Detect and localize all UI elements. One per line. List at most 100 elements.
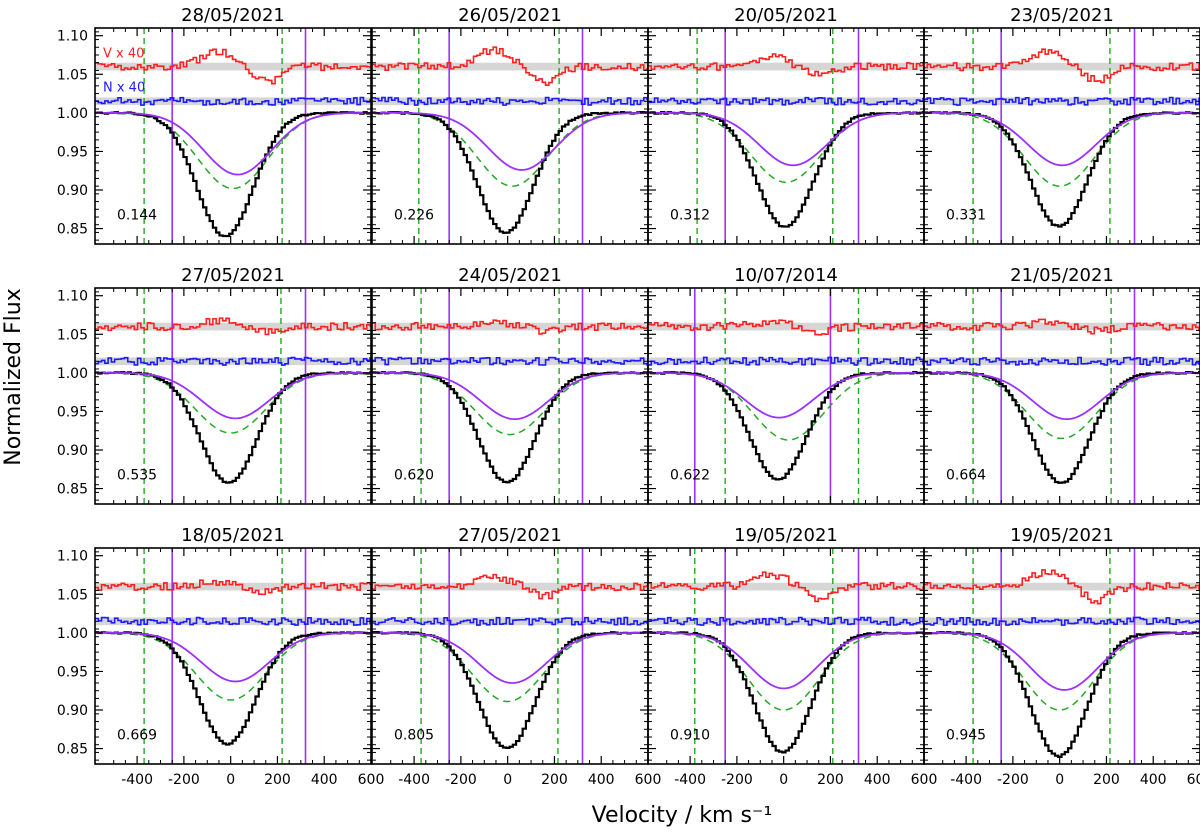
panel-plot-area (372, 288, 648, 504)
y-tick-label: 0.95 (57, 144, 88, 160)
x-tick-label: -200 (445, 772, 477, 788)
stokes-v-profile (924, 569, 1200, 605)
y-tick-label: 1.10 (57, 549, 88, 565)
x-tick-label: 0 (226, 772, 235, 788)
y-tick-label: 1.10 (57, 29, 88, 45)
null-n-profile (95, 356, 371, 366)
v-noise-band (648, 62, 924, 71)
y-tick-label: 0.85 (57, 222, 88, 238)
dashed-model-profile (924, 632, 1200, 711)
stokes-v-profile (372, 573, 648, 600)
v-noise-band (95, 322, 371, 331)
v-noise-band (372, 582, 648, 591)
panel-plot-area (924, 548, 1200, 764)
n-noise-band (924, 357, 1200, 366)
y-tick-label: 0.90 (57, 443, 88, 459)
panel: 23/05/2021 0.331 (923, 5, 1200, 245)
stokes-v-profile (95, 317, 371, 336)
null-n-profile (924, 616, 1200, 626)
panel-date-title: 18/05/2021 (181, 525, 285, 546)
panel: 24/05/2021 0.620 (371, 265, 649, 505)
v-noise-band (95, 582, 371, 591)
panel-plot-area (95, 28, 371, 244)
dashed-model-profile (648, 372, 924, 441)
null-n-profile (372, 96, 648, 106)
panel-plot-area (372, 28, 648, 244)
y-tick-label: 0.90 (57, 703, 88, 719)
panel-frame (923, 287, 1200, 505)
panel-date-title: 19/05/2021 (1010, 525, 1114, 546)
model-fit-profile (924, 631, 1200, 691)
rotational-phase-label: 0.226 (394, 207, 434, 223)
x-tick-label: 400 (864, 772, 891, 788)
rotational-phase-label: 0.945 (946, 727, 986, 743)
model-fit-profile (95, 111, 371, 176)
x-tick-label: -400 (950, 772, 982, 788)
v-series-label: V x 40 (103, 46, 144, 61)
null-n-profile (648, 616, 924, 626)
model-fit-profile (95, 371, 371, 420)
panel: 20/05/2021 0.312 (647, 5, 925, 245)
x-tick-label: 600 (635, 772, 662, 788)
panel-plot-area (924, 288, 1200, 504)
n-noise-band (95, 617, 371, 626)
x-tick-label: -400 (398, 772, 430, 788)
x-tick-label: 0 (1055, 772, 1064, 788)
null-n-profile (95, 96, 371, 106)
panel-plot-area (95, 288, 371, 504)
panel-date-title: 10/07/2014 (734, 265, 838, 286)
stokes-v-profile (924, 318, 1200, 335)
null-n-profile (372, 356, 648, 366)
x-tick-label: -400 (121, 772, 153, 788)
x-tick-label: -400 (674, 772, 706, 788)
panel-plot-area (648, 28, 924, 244)
dashed-model-profile (924, 112, 1200, 187)
panel: 27/05/2021 0.535 0.85 0.90 0.95 1.00 1.05 1.10 (57, 265, 372, 505)
panel-date-title: 26/05/2021 (458, 5, 562, 26)
rotational-phase-label: 0.669 (117, 727, 157, 743)
stokes-v-profile (95, 579, 371, 596)
model-fit-profile (924, 111, 1200, 167)
v-noise-band (924, 62, 1200, 71)
x-tick-label: -200 (997, 772, 1029, 788)
y-axis-label: Normalized Flux (1, 288, 26, 465)
stokes-i-profile (372, 371, 648, 484)
panel-plot-area (95, 548, 371, 764)
null-n-profile (648, 96, 924, 106)
stokes-v-profile (648, 319, 924, 336)
v-noise-band (924, 582, 1200, 591)
x-tick-label: 200 (264, 772, 291, 788)
rotational-phase-label: 0.910 (670, 727, 710, 743)
panel: 21/05/2021 0.664 (923, 265, 1200, 505)
stokes-i-profile (924, 371, 1200, 484)
rotational-phase-label: 0.331 (946, 207, 986, 223)
panel: 10/07/2014 0.622 (647, 265, 925, 505)
rotational-phase-label: 0.622 (670, 467, 710, 483)
stokes-v-profile (95, 48, 371, 85)
x-tick-label: 0 (503, 772, 512, 788)
rotational-phase-label: 0.805 (394, 727, 434, 743)
null-n-profile (95, 616, 371, 626)
dashed-model-profile (95, 632, 371, 701)
panel: 26/05/2021 0.226 (371, 5, 649, 245)
v-noise-band (924, 322, 1200, 331)
dashed-model-profile (372, 112, 648, 187)
panel-date-title: 21/05/2021 (1010, 265, 1114, 286)
panel-date-title: 27/05/2021 (458, 525, 562, 546)
panel-frame (923, 547, 1200, 765)
y-tick-label: 0.95 (57, 404, 88, 420)
x-tick-label: 200 (817, 772, 844, 788)
stokes-v-profile (372, 319, 648, 335)
x-tick-label: -200 (168, 772, 200, 788)
x-tick-label: 400 (1140, 772, 1167, 788)
panel-date-title: 23/05/2021 (1010, 5, 1114, 26)
dashed-model-profile (95, 112, 371, 190)
panel-plot-area (924, 28, 1200, 244)
dashed-model-profile (372, 632, 648, 703)
rotational-phase-label: 0.312 (670, 207, 710, 223)
model-fit-profile (372, 111, 648, 171)
y-tick-label: 1.05 (57, 67, 88, 83)
dashed-model-profile (924, 372, 1200, 440)
v-noise-band (95, 62, 371, 71)
